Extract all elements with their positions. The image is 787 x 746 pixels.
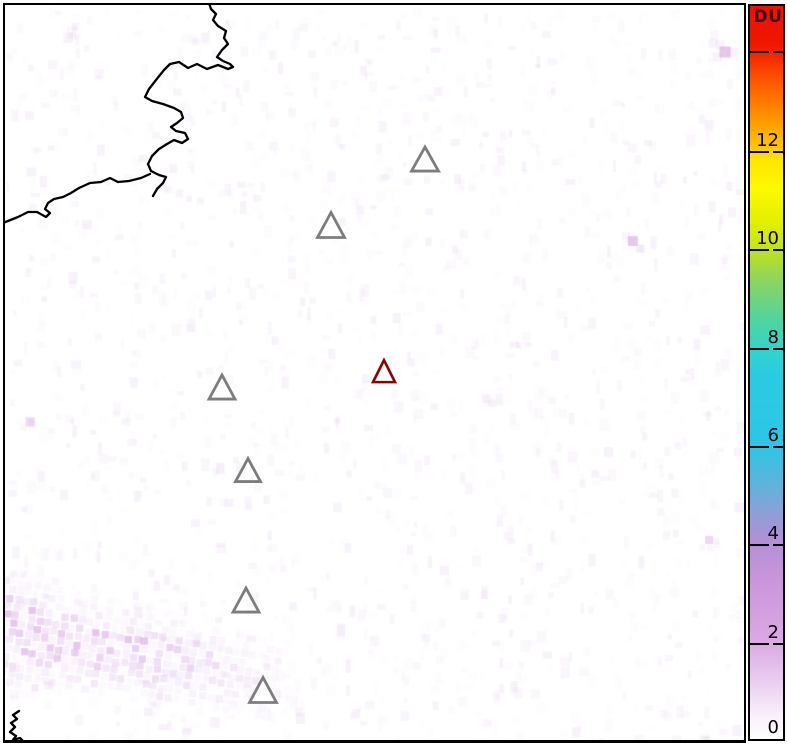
- colorbar-tick-line-left: [750, 544, 770, 546]
- colorbar-title: DU: [753, 7, 783, 27]
- colorbar-tick-line-right: [773, 643, 783, 645]
- colorbar-tick-line-left: [750, 151, 770, 153]
- coastline-corner-islet: [8, 709, 24, 740]
- colorbar-tick-label: 0: [767, 717, 779, 738]
- colorbar-tick-line-right: [773, 151, 783, 153]
- coastline-lower-coast: [5, 172, 152, 224]
- coastline-and-markers-layer: [5, 5, 441, 740]
- colorbar-gradient: [750, 6, 783, 739]
- map-panel: [3, 3, 746, 743]
- colorbar-tick-line-right: [773, 51, 783, 53]
- colorbar-tick-label: 2: [767, 622, 779, 643]
- colorbar-tick-label: 10: [756, 228, 779, 249]
- colorbar-tick-line-left: [750, 446, 770, 448]
- station-marker-triangle: [315, 209, 347, 239]
- colorbar-tick-line-right: [773, 446, 783, 448]
- colorbar-tick-line-right: [773, 348, 783, 350]
- station-marker-triangle: [409, 144, 441, 173]
- colorbar-tick-line-left: [750, 643, 770, 645]
- colorbar-tick-line-left: [750, 51, 770, 53]
- colorbar-tick-label: 6: [767, 425, 779, 446]
- station-marker-triangle: [230, 585, 262, 614]
- colorbar-tick-line-right: [773, 544, 783, 546]
- colorbar-tick-line-left: [750, 348, 770, 350]
- colorbar-tick-line-left: [750, 249, 770, 251]
- colorbar: DU 12 10 8 6 4 2 0: [748, 4, 785, 741]
- coastline-upper-coast: [143, 5, 235, 198]
- colorbar-tick-label: 8: [767, 327, 779, 348]
- station-marker-triangle-active: [370, 357, 398, 384]
- colorbar-tick-label: 4: [767, 523, 779, 544]
- station-marker-triangle: [233, 455, 263, 483]
- colorbar-tick-label: 12: [756, 130, 779, 151]
- column-density-heat-layer: [5, 5, 744, 740]
- colorbar-tick-line-right: [773, 249, 783, 251]
- station-marker-triangle: [247, 674, 279, 704]
- station-marker-triangle: [206, 372, 238, 401]
